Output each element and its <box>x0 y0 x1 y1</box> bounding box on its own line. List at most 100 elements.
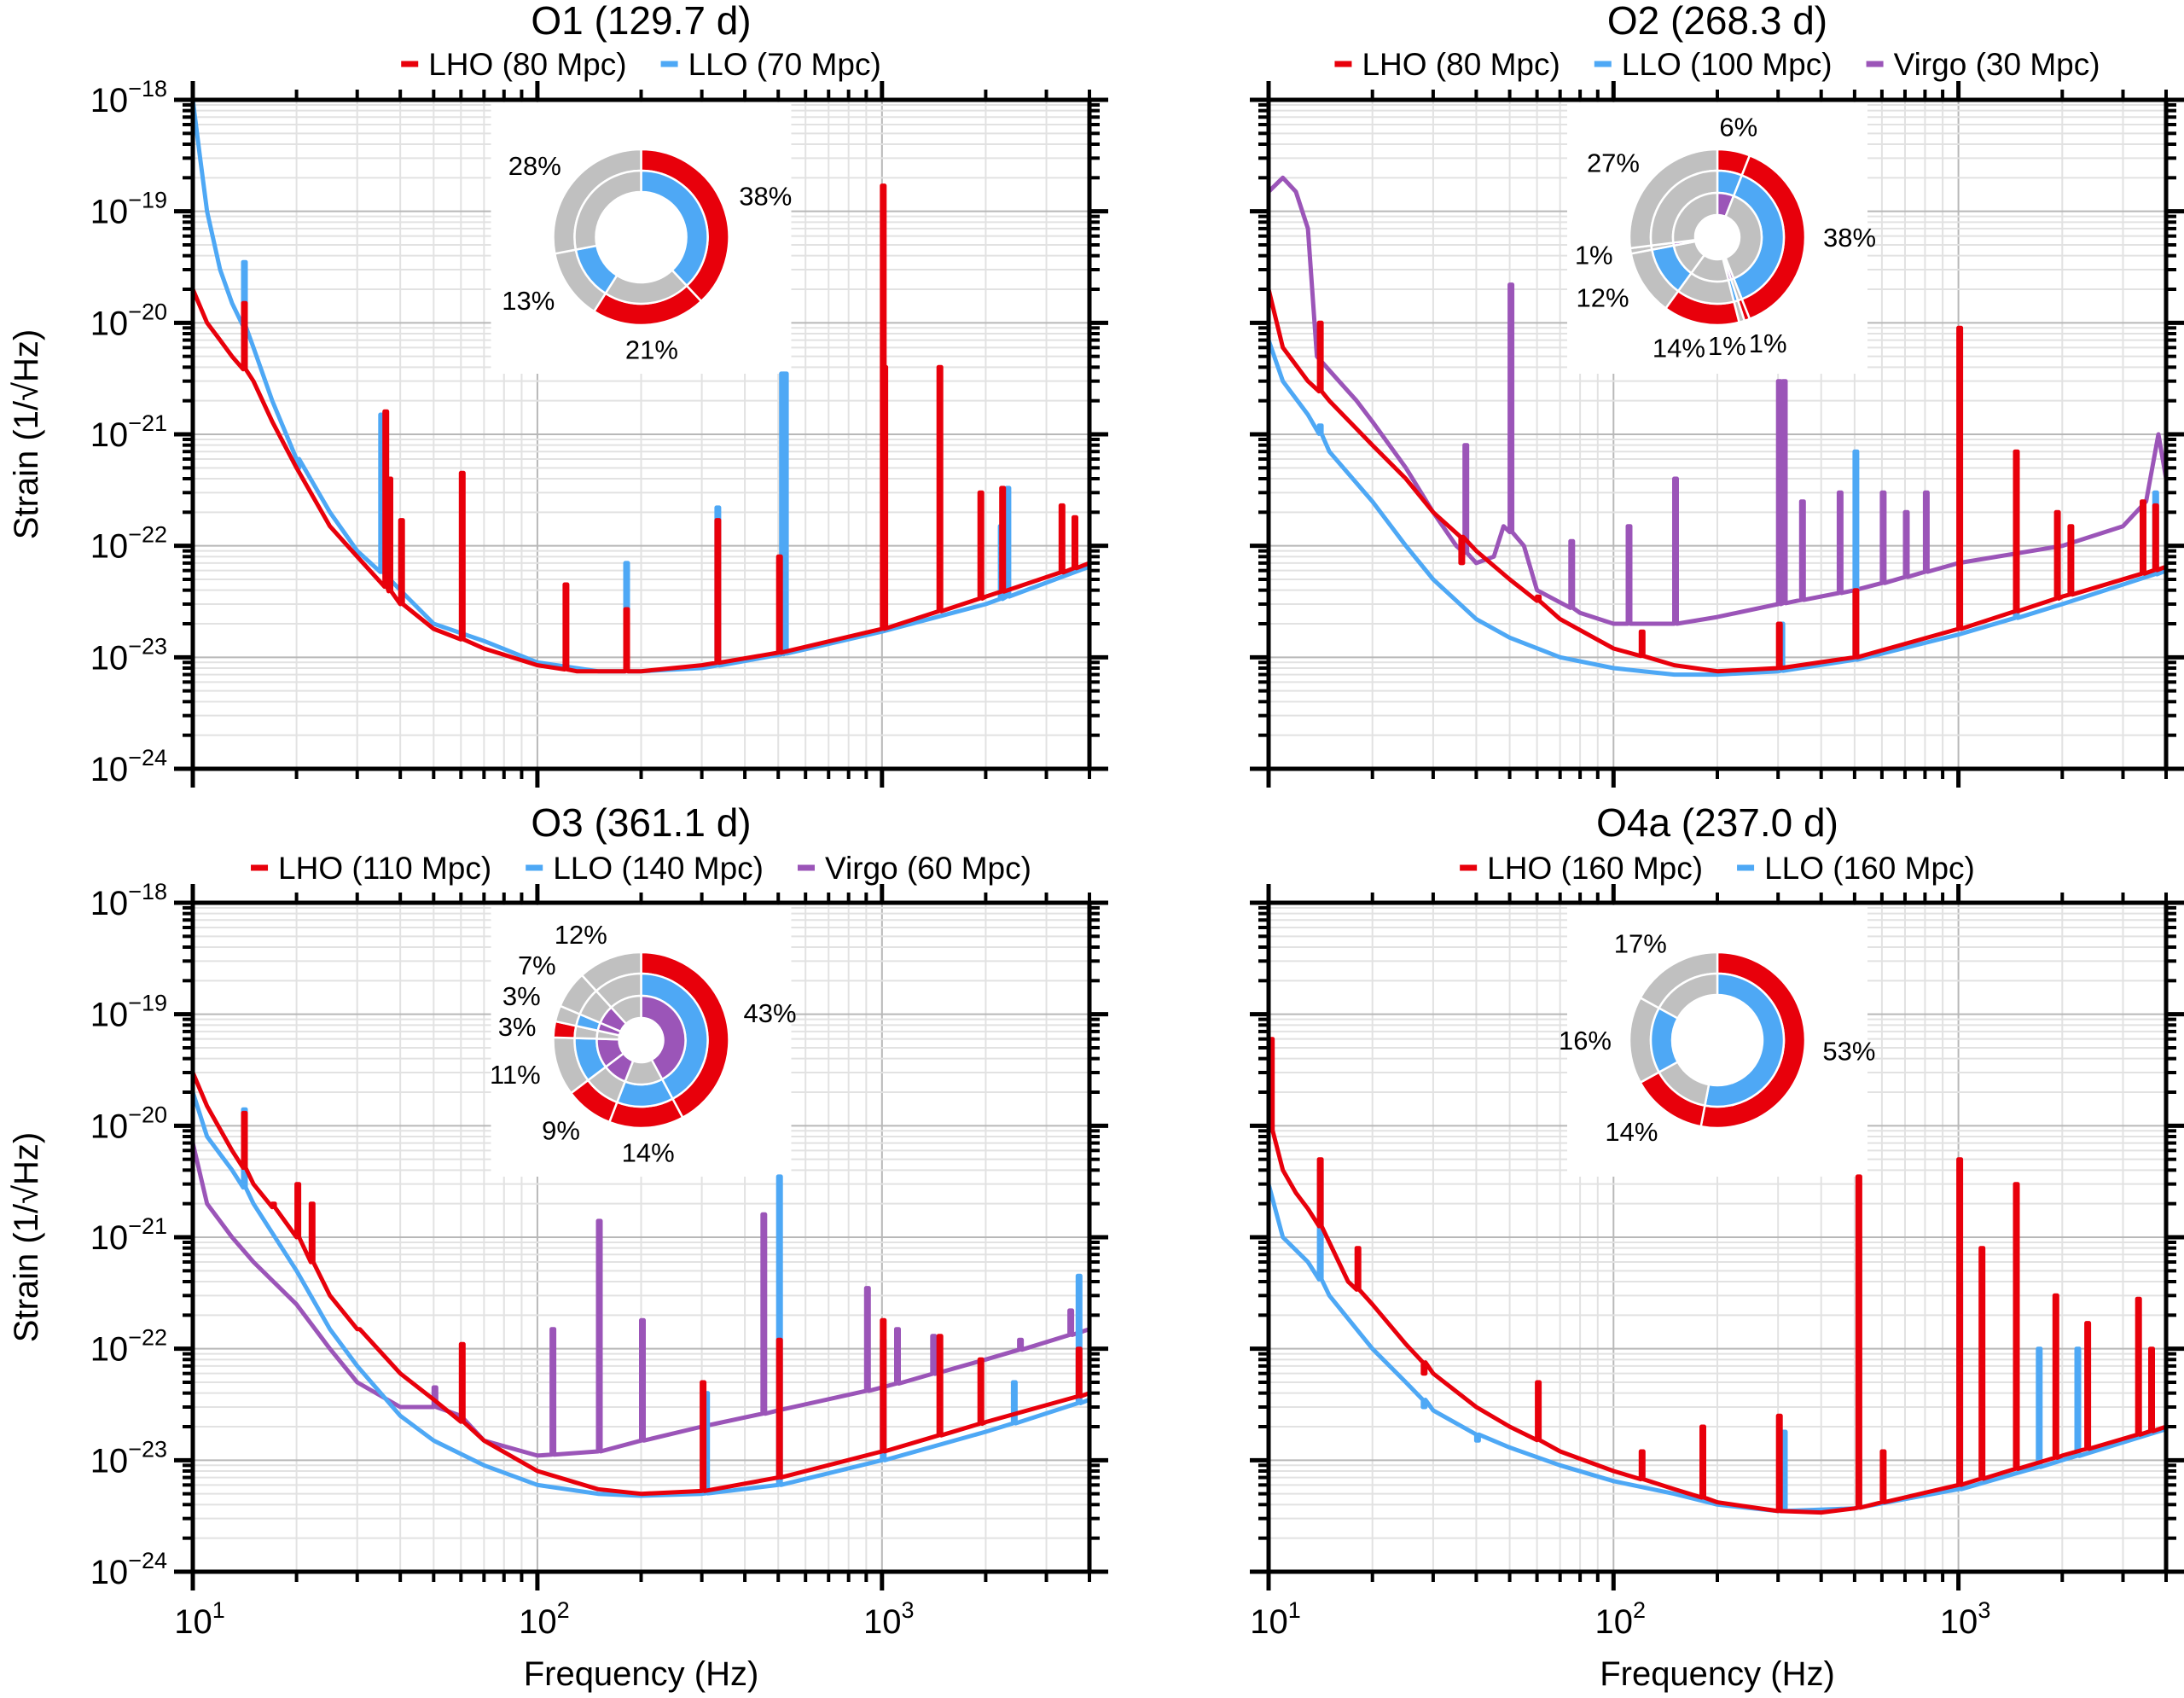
series-line-lho <box>190 183 1090 674</box>
y-tick-label: 10−21 <box>90 410 167 454</box>
tick-exponent: −21 <box>128 410 167 436</box>
legend-label: LLO (160 Mpc) <box>1764 851 1975 886</box>
donut-inset-background <box>1567 102 1867 374</box>
donut-percent-label: 6% <box>1719 112 1757 142</box>
donut-percent-label: 1% <box>1749 329 1787 358</box>
donut-inset-background <box>491 905 792 1177</box>
chart-title: O4a (237.0 d) <box>1596 800 1838 845</box>
legend: LHO (80 Mpc) LLO (100 Mpc) Virgo (30 Mpc) <box>1334 47 2100 82</box>
y-axis-label: Strain (1/√Hz) <box>8 1132 45 1342</box>
tick-exponent: −18 <box>128 879 167 904</box>
x-tick-label: 101 <box>1250 1597 1301 1641</box>
series-line-lho <box>1266 1037 2167 1515</box>
series-line-virgo <box>190 1143 1090 1458</box>
tick-base: 10 <box>90 1219 129 1257</box>
donut-percent-label: 12% <box>1577 283 1629 313</box>
axis-ticks <box>174 884 1108 1590</box>
donut-percent-label: 13% <box>502 286 555 316</box>
x-tick-label: 103 <box>863 1597 915 1641</box>
legend-item: LHO (160 Mpc) <box>1460 851 1703 886</box>
panel-o2: 6%38%1%1%14%12%1%27%O2 (268.3 d)LHO (80 … <box>1250 0 2184 788</box>
panel-o3: 43%14%9%11%3%3%7%12%10−1810−1910−2010−21… <box>8 800 1108 1693</box>
legend-label: LHO (80 Mpc) <box>1362 47 1560 82</box>
donut-percent-label: 3% <box>498 1012 537 1042</box>
tick-base: 10 <box>1595 1603 1634 1641</box>
tick-exponent: −19 <box>128 991 167 1016</box>
legend-item: LLO (160 Mpc) <box>1737 851 1975 886</box>
tick-exponent: −18 <box>128 76 167 102</box>
tick-exponent: 2 <box>557 1597 570 1623</box>
legend-item: LLO (70 Mpc) <box>660 47 881 82</box>
tick-exponent: −24 <box>128 745 167 770</box>
donut-segment <box>609 994 642 1026</box>
tick-exponent: −21 <box>128 1213 167 1239</box>
tick-base: 10 <box>90 751 129 788</box>
legend-item: LHO (110 Mpc) <box>251 851 491 886</box>
donut-percent-label: 21% <box>625 334 678 364</box>
donut-segment <box>1657 972 1719 1021</box>
chart-title: O2 (268.3 d) <box>1607 0 1827 43</box>
donut-percent-label: 9% <box>542 1115 580 1145</box>
tick-base: 10 <box>90 528 129 566</box>
tick-exponent: −20 <box>128 1102 167 1127</box>
donut-percent-label: 16% <box>1559 1026 1612 1055</box>
donut-percent-label: 11% <box>490 1060 541 1090</box>
y-tick-label: 10−20 <box>90 1102 167 1145</box>
tick-base: 10 <box>90 885 129 922</box>
tick-exponent: 3 <box>902 1597 915 1623</box>
axis-ticks <box>1250 81 2184 788</box>
tick-exponent: −20 <box>128 299 167 324</box>
y-tick-label: 10−19 <box>90 991 167 1034</box>
legend: LHO (160 Mpc) LLO (160 Mpc) <box>1460 851 1975 886</box>
donut-percent-label: 38% <box>739 181 792 211</box>
axis-ticks <box>174 81 1108 788</box>
legend-label: LLO (140 Mpc) <box>553 851 764 886</box>
donut-percent-label: 43% <box>744 998 797 1028</box>
tick-exponent: −23 <box>128 633 167 659</box>
tick-base: 10 <box>90 82 129 119</box>
legend-label: Virgo (30 Mpc) <box>1894 47 2100 82</box>
donut-percent-label: 14% <box>1653 334 1705 363</box>
donut-percent-label: 1% <box>1708 331 1746 361</box>
y-tick-label: 10−23 <box>90 1436 167 1480</box>
tick-exponent: −22 <box>128 1325 167 1351</box>
tick-exponent: 3 <box>1978 1597 1990 1623</box>
series-line-llo <box>1266 339 2167 677</box>
series-line-llo <box>190 99 1090 674</box>
legend-label: LHO (160 Mpc) <box>1487 851 1703 886</box>
duty-cycle-donut: 53% 14% 16% 17% <box>1559 928 1876 1146</box>
donut-segment <box>1703 972 1786 1108</box>
tick-base: 10 <box>90 305 129 342</box>
legend-item: LLO (100 Mpc) <box>1594 47 1833 82</box>
tick-base: 10 <box>174 1603 212 1641</box>
tick-base: 10 <box>90 1108 129 1145</box>
legend-label: LHO (80 Mpc) <box>428 47 626 82</box>
y-tick-label: 10−22 <box>90 1325 167 1369</box>
series-line-llo <box>1266 1167 2167 1514</box>
tick-exponent: 1 <box>1288 1597 1301 1623</box>
tick-base: 10 <box>1250 1603 1288 1641</box>
legend-item: LHO (80 Mpc) <box>401 47 627 82</box>
legend-label: LLO (100 Mpc) <box>1622 47 1833 82</box>
x-axis-label: Frequency (Hz) <box>1600 1655 1835 1693</box>
tick-base: 10 <box>90 194 129 231</box>
donut-percent-label: 1% <box>1575 241 1613 270</box>
series-line-virgo <box>1267 175 2169 626</box>
legend: LHO (110 Mpc) LLO (140 Mpc) Virgo (60 Mpc) <box>251 851 1031 886</box>
tick-base: 10 <box>90 997 129 1034</box>
panel-o1: 38%21%13%28%10−1810−1910−2010−2110−2210−… <box>8 0 1108 788</box>
donut-inset-background <box>1567 905 1867 1177</box>
donut-segment <box>640 994 687 1081</box>
tick-base: 10 <box>519 1603 557 1641</box>
x-axis-label: Frequency (Hz) <box>524 1655 759 1693</box>
tick-base: 10 <box>863 1603 902 1641</box>
y-tick-label: 10−24 <box>90 745 167 788</box>
donut-percent-label: 17% <box>1614 928 1667 958</box>
donut-percent-label: 53% <box>1822 1036 1875 1066</box>
x-tick-label: 101 <box>174 1597 225 1641</box>
chart-title: O3 (361.1 d) <box>531 800 751 845</box>
donut-percent-label: 28% <box>508 151 561 181</box>
donut-percent-label: 14% <box>622 1138 675 1168</box>
legend-item: LHO (80 Mpc) <box>1334 47 1560 82</box>
legend: LHO (80 Mpc) LLO (70 Mpc) <box>401 47 881 82</box>
